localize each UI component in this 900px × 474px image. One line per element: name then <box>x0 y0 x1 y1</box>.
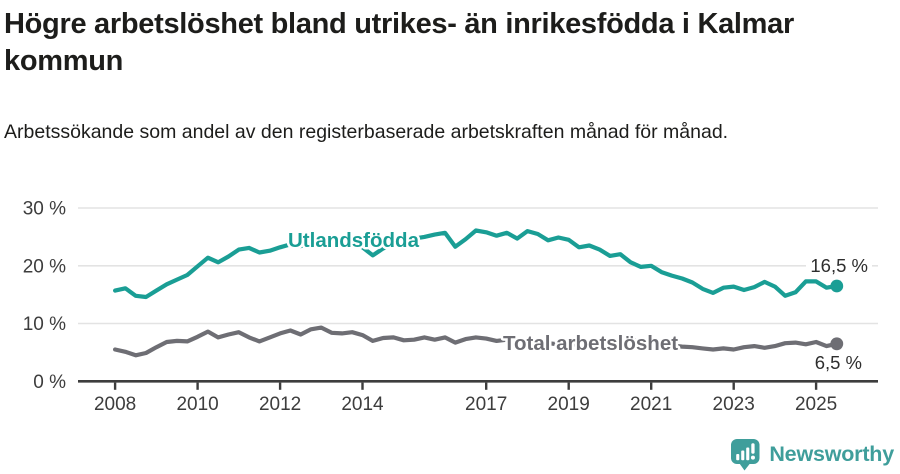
newsworthy-logo-icon <box>731 438 760 470</box>
y-tick-label: 30 % <box>23 199 66 220</box>
series-line-utlandsfodda <box>112 228 839 300</box>
x-tick-label: 2017 <box>465 394 507 415</box>
y-tick-label: 0 % <box>33 372 66 393</box>
endpoint-dot <box>830 337 844 351</box>
x-tick-label: 2014 <box>341 394 384 415</box>
series-label-total-arbetsloshet: Total arbetslöshet <box>503 332 678 355</box>
endpoint-dot <box>830 279 844 293</box>
x-tick-label: 2025 <box>795 394 837 415</box>
series-label-utlandsfodda: Utlandsfödda <box>288 229 420 252</box>
value-label-backdrop <box>806 254 872 277</box>
chart-title: Högre arbetslöshet bland utrikes- än inr… <box>4 8 794 77</box>
y-tick-label: 20 % <box>23 256 66 277</box>
chart-header: Högre arbetslöshet bland utrikes- än inr… <box>4 0 896 148</box>
chart-area: 2008 2010 2012 2014 2017 2019 2021 2023 2025 0 % 1… <box>0 190 900 430</box>
end-value-label: 6,5 % <box>815 352 862 373</box>
x-tick-label: 2010 <box>176 394 218 415</box>
x-tick-label: 2023 <box>713 394 755 415</box>
chart: 2008 2010 2012 2014 2017 2019 2021 2023 2025 0 % 1… <box>23 199 878 415</box>
x-tick-label: 2008 <box>94 394 136 415</box>
chart-subtitle: Arbetssökande som andel av den registerb… <box>4 121 729 144</box>
series-line-total-arbetsloshet <box>112 325 839 358</box>
x-tick-label: 2021 <box>630 394 672 415</box>
brand-name: Newsworthy <box>769 441 894 466</box>
end-value-label: 16,5 % <box>810 255 868 276</box>
brand-link[interactable]: Newsworthy <box>730 437 894 471</box>
x-tick-label: 2019 <box>548 394 590 415</box>
x-tick-label: 2012 <box>259 394 301 415</box>
y-tick-label: 10 % <box>23 314 66 335</box>
